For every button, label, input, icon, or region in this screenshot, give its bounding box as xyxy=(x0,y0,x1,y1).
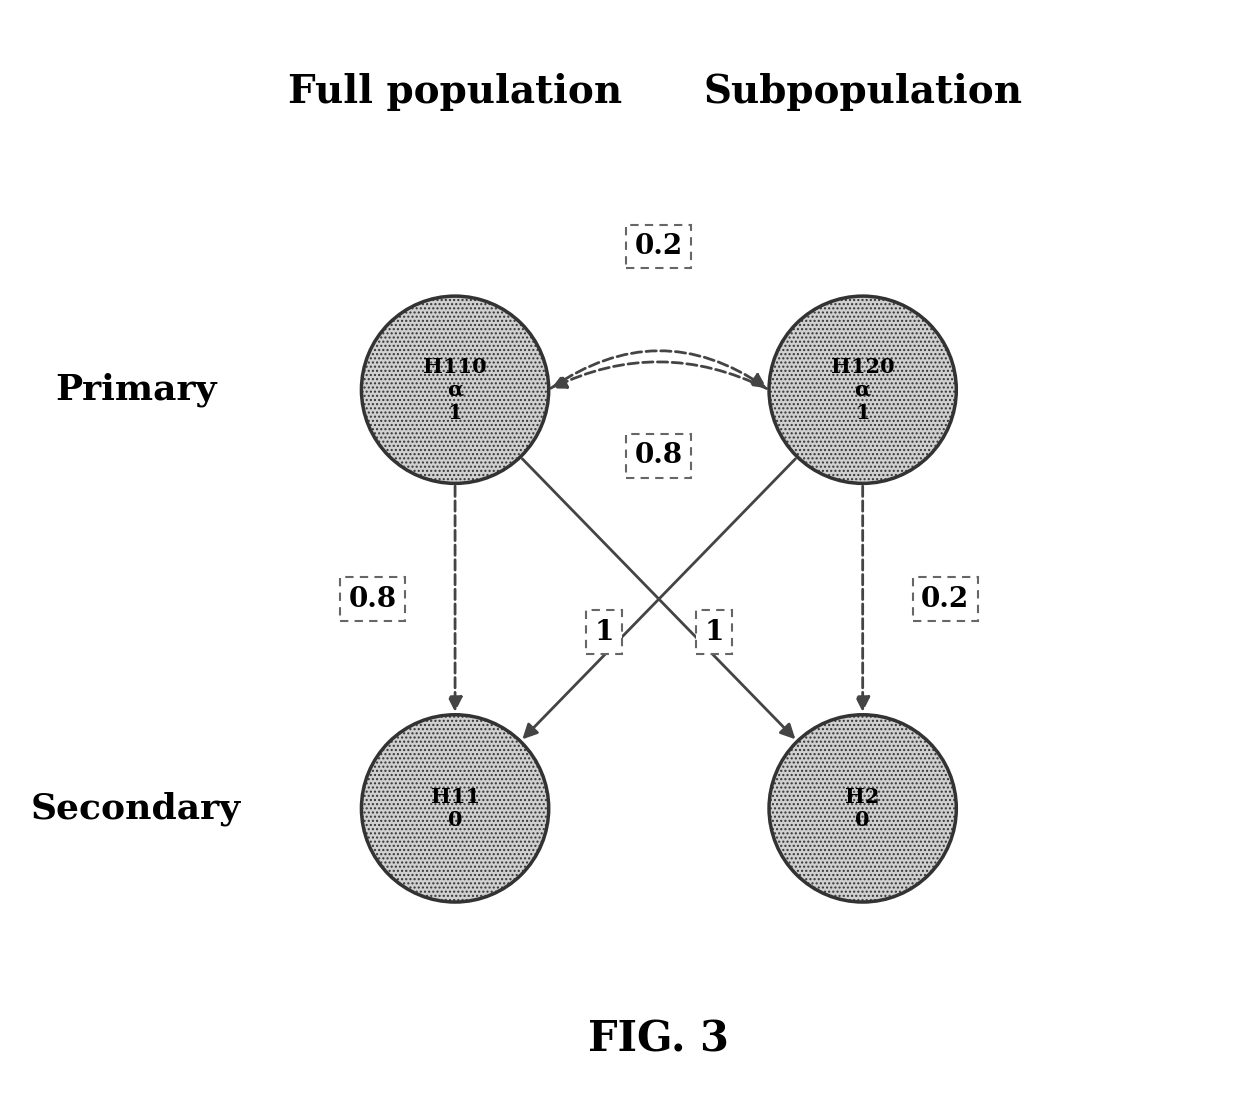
FancyArrowPatch shape xyxy=(525,458,795,737)
Circle shape xyxy=(361,715,549,902)
Text: Secondary: Secondary xyxy=(31,791,241,826)
Circle shape xyxy=(769,715,956,902)
Text: H2
0: H2 0 xyxy=(846,787,880,830)
Circle shape xyxy=(361,296,549,483)
Text: FIG. 3: FIG. 3 xyxy=(589,1019,729,1061)
Text: Primary: Primary xyxy=(55,373,216,407)
FancyArrowPatch shape xyxy=(857,486,869,709)
Text: Full population: Full population xyxy=(288,73,622,111)
FancyArrowPatch shape xyxy=(522,458,794,737)
Circle shape xyxy=(769,296,956,483)
FancyArrowPatch shape xyxy=(554,362,766,388)
Text: 0.2: 0.2 xyxy=(921,586,970,613)
Text: 0.8: 0.8 xyxy=(348,586,397,613)
Text: H120
α
1: H120 α 1 xyxy=(831,356,894,423)
Text: 0.2: 0.2 xyxy=(635,233,683,260)
Text: 1: 1 xyxy=(704,618,724,646)
Text: 0.8: 0.8 xyxy=(635,443,683,470)
FancyArrowPatch shape xyxy=(449,486,461,709)
Text: H11
0: H11 0 xyxy=(430,787,480,830)
Text: 1: 1 xyxy=(594,618,614,646)
FancyArrowPatch shape xyxy=(551,351,764,388)
Text: Subpopulation: Subpopulation xyxy=(703,73,1022,111)
Text: H110
α
1: H110 α 1 xyxy=(423,356,487,423)
